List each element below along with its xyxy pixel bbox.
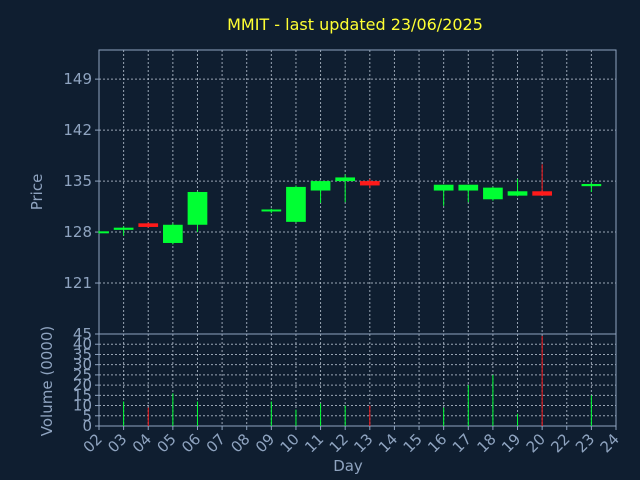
candle [433,184,454,206]
candle [335,174,356,203]
candle-body [359,181,380,186]
x-tick-label: 04 [129,430,155,456]
volume-tick-label: 40 [73,335,92,353]
volume-tick-label: 20 [73,376,92,394]
x-tick-label: 16 [424,430,450,456]
day-axis-ticks: 0203040506070809101112131415161718192022… [80,426,623,456]
candle-body [310,181,331,191]
candle [532,164,552,196]
candle [458,184,479,203]
x-tick-label: 08 [227,430,253,456]
x-tick-label: 22 [547,430,573,456]
x-tick-label: 14 [375,430,401,456]
price-tick-label: 149 [63,70,92,88]
day-axis-label: Day [333,457,363,475]
volume-tick-label: 25 [73,366,92,384]
candle-body [483,187,503,200]
x-tick-label: 15 [400,430,426,456]
candle-body [187,192,208,225]
x-tick-label: 10 [277,430,303,456]
volume-tick-label: 5 [82,407,92,425]
x-tick-label: 23 [572,430,598,456]
candle [483,186,503,201]
x-tick-label: 19 [498,430,524,456]
candle [507,178,528,197]
price-axis-ticks: 121 128 135 142 149 [63,70,99,292]
volume-axis-label: Volume (0000) [38,326,56,436]
candle-body [261,209,282,212]
volume-gridlines [99,334,616,426]
volume-tick-label: 30 [73,356,92,374]
candle [581,182,602,192]
candle [359,178,380,189]
x-tick-label: 05 [153,430,179,456]
volume-tick-label: 45 [73,325,92,343]
candle-body [458,184,479,191]
price-tick-label: 121 [63,274,92,292]
x-tick-label: 20 [523,430,549,456]
x-tick-label: 18 [474,430,500,456]
candle [113,226,134,236]
candle-body [163,224,183,243]
candle [187,191,208,233]
candle-body [138,223,159,227]
candle-body [433,184,454,191]
candle [163,223,183,245]
candle-body [507,191,528,196]
x-tick-label: 13 [350,430,376,456]
candle [286,185,306,223]
candle [138,222,159,228]
price-tick-label: 135 [63,172,92,190]
x-tick-label: 11 [301,430,327,456]
x-tick-label: 24 [597,430,623,456]
candle [261,208,282,214]
x-tick-label: 03 [104,430,130,456]
candle-body [335,177,356,182]
x-tick-label: 07 [203,430,229,456]
volume-bars [123,336,592,426]
price-axis-label: Price [28,174,46,211]
chart-title: MMIT - last updated 23/06/2025 [227,15,483,34]
volume-tick-label: 15 [73,386,92,404]
candle-body [99,231,109,234]
volume-tick-label: 0 [82,417,92,435]
candle-body [286,186,306,222]
x-tick-label: 17 [449,430,475,456]
candles [98,164,602,245]
x-tick-label: 12 [326,430,352,456]
price-tick-label: 128 [63,223,92,241]
candle [98,230,109,234]
candle-body [532,191,552,196]
volume-tick-label: 35 [73,345,92,363]
x-tick-label: 09 [252,430,278,456]
candle [310,181,331,203]
price-tick-label: 142 [63,121,92,139]
x-tick-label: 06 [178,430,204,456]
volume-tick-label: 10 [73,397,92,415]
volume-panel-frame [98,333,617,427]
candle-body [113,227,134,230]
candle-body [581,183,602,187]
